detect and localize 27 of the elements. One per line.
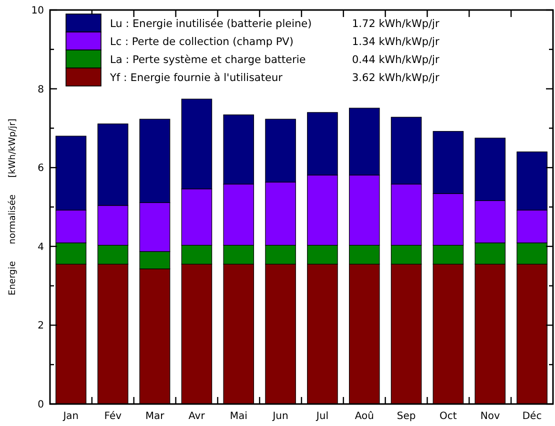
annotation: 3.62 kWh/kWp/jr xyxy=(352,72,440,84)
x-tick-label: Jul xyxy=(315,411,328,422)
annotation: 1.34 kWh/kWp/jr xyxy=(352,36,440,48)
y-tick-label: 0 xyxy=(38,400,44,410)
legend-label: Lc : Perte de collection (champ PV) xyxy=(110,36,294,48)
x-tick-label: Jun xyxy=(272,411,288,422)
annotation: 0.44 kWh/kWp/jr xyxy=(352,54,440,66)
legend-label: Yf : Energie fournie à l'utilisateur xyxy=(109,72,284,84)
y-tick-label: 2 xyxy=(38,320,44,332)
y-tick-label: 4 xyxy=(38,242,44,253)
y-tick-label: 10 xyxy=(31,6,44,16)
y-axis-title: Energie normalisée [kWh/kWp/jr] xyxy=(7,118,18,296)
x-tick-label: Jan xyxy=(62,411,79,422)
x-tick-label: Fév xyxy=(104,411,122,422)
legend-label: La : Perte système et charge batterie xyxy=(110,54,306,66)
x-tick-label: Nov xyxy=(480,411,500,422)
x-tick-label: Mar xyxy=(145,411,166,422)
x-tick-label: Mai xyxy=(230,411,248,422)
x-tick-label: Sep xyxy=(396,411,416,422)
x-tick-label: Déc xyxy=(522,411,542,422)
y-tick-label: 6 xyxy=(38,163,44,174)
annotation: 1.72 kWh/kWp/jr xyxy=(352,18,440,30)
x-tick-label: Oct xyxy=(440,411,457,422)
y-tick-label: 8 xyxy=(38,84,44,96)
x-tick-label: Aoû xyxy=(354,411,374,422)
x-tick-label: Avr xyxy=(188,411,206,422)
legend-label: Lu : Energie inutilisée (batterie pleine) xyxy=(110,18,312,30)
